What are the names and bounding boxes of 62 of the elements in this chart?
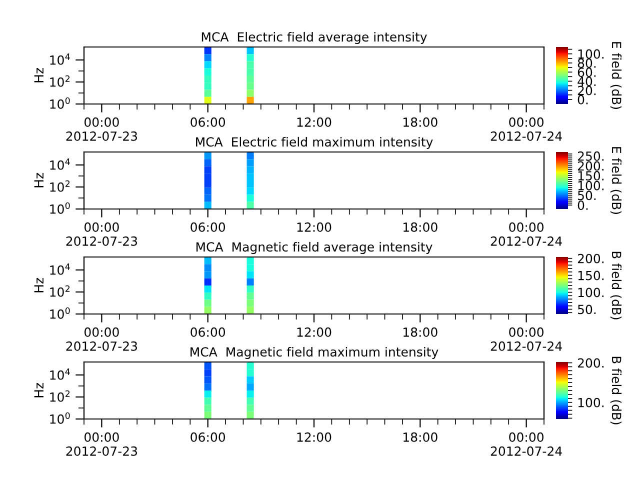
color-bar-label: 100. — [578, 288, 604, 298]
y-tick-label: 10$^{0}$ — [50, 412, 70, 424]
color-bar-label: 200. — [578, 358, 604, 368]
x-tick-label: 12:00 — [297, 327, 332, 337]
color-bar-label: 80. — [578, 58, 596, 68]
chart-title: MCA Electric field average intensity — [202, 32, 427, 44]
color-bar-label: 20. — [578, 86, 596, 96]
color-bar-label: 100. — [578, 398, 604, 408]
color-bar-label: 60. — [578, 68, 596, 78]
y-tick-label: 10$^{2}$ — [50, 390, 70, 402]
color-bar-label: 0. — [578, 200, 588, 210]
x-tick-label: 18:00 — [404, 117, 438, 127]
x-tick-label: 00:00 2012-07-24 — [490, 327, 562, 351]
color-bar-title: B field (dB) — [610, 252, 622, 320]
chart-title: MCA Magnetic field average intensity — [196, 242, 432, 254]
chart-title: MCA Magnetic field maximum intensity — [190, 346, 438, 360]
x-tick-label: 06:00 — [190, 327, 226, 337]
x-tick-label: 00:00 2012-07-23 — [66, 327, 138, 351]
x-tick-label: 06:00 — [190, 222, 226, 232]
x-tick-label: 12:00 — [297, 432, 332, 442]
y-axis-title: Hz — [34, 173, 44, 188]
x-tick-label: 00:00 2012-07-23 — [66, 432, 138, 456]
y-tick-label: 10$^{4}$ — [50, 53, 70, 65]
y-tick-label: 10$^{2}$ — [50, 285, 70, 297]
y-tick-label: 10$^{4}$ — [50, 263, 70, 275]
chart-title: MCA Electric field maximum intensity — [196, 136, 433, 150]
y-axis-title: Hz — [34, 278, 44, 292]
color-bar-label: 200. — [578, 161, 604, 171]
x-tick-label: 18:00 — [404, 222, 438, 232]
color-bar-label: 150. — [578, 171, 604, 181]
color-bar-label: 50. — [578, 304, 596, 314]
color-bar-label: 250. — [578, 151, 604, 161]
x-tick-label: 06:00 — [190, 432, 226, 442]
x-tick-label: 18:00 — [404, 432, 438, 442]
color-bar-title: E field (dB) — [610, 147, 622, 214]
x-tick-label: 12:00 — [297, 222, 332, 232]
y-tick-label: 10$^{0}$ — [50, 202, 70, 214]
y-axis-title: Hz — [34, 383, 44, 398]
color-bar-label: 100. — [578, 180, 604, 190]
y-tick-label: 10$^{4}$ — [50, 368, 70, 380]
x-tick-label: 00:00 2012-07-24 — [490, 222, 562, 246]
y-tick-label: 10$^{4}$ — [50, 158, 70, 170]
color-bar-label: 200. — [578, 254, 604, 264]
color-bar-title: B field (dB) — [610, 356, 622, 424]
x-tick-label: 00:00 2012-07-24 — [490, 432, 562, 456]
x-tick-label: 18:00 — [404, 327, 438, 337]
x-tick-label: 06:00 — [190, 117, 226, 127]
x-tick-label: 00:00 2012-07-24 — [490, 117, 562, 141]
x-tick-label: 00:00 2012-07-23 — [66, 222, 138, 246]
color-bar-label: 100. — [578, 49, 604, 59]
color-bar-title: E field (dB) — [610, 42, 622, 109]
y-axis-title: Hz — [34, 68, 44, 82]
x-tick-label: 00:00 2012-07-23 — [66, 117, 138, 141]
y-tick-label: 10$^{2}$ — [50, 180, 70, 192]
x-tick-label: 12:00 — [297, 117, 332, 127]
color-bar-label: 0. — [578, 94, 588, 104]
color-bar-label: 50. — [578, 190, 596, 200]
color-bar-label: 40. — [578, 76, 596, 86]
y-tick-label: 10$^{0}$ — [50, 97, 70, 109]
y-tick-label: 10$^{2}$ — [50, 75, 70, 87]
color-bar-label: 150. — [578, 270, 604, 280]
y-tick-label: 10$^{0}$ — [50, 307, 70, 319]
